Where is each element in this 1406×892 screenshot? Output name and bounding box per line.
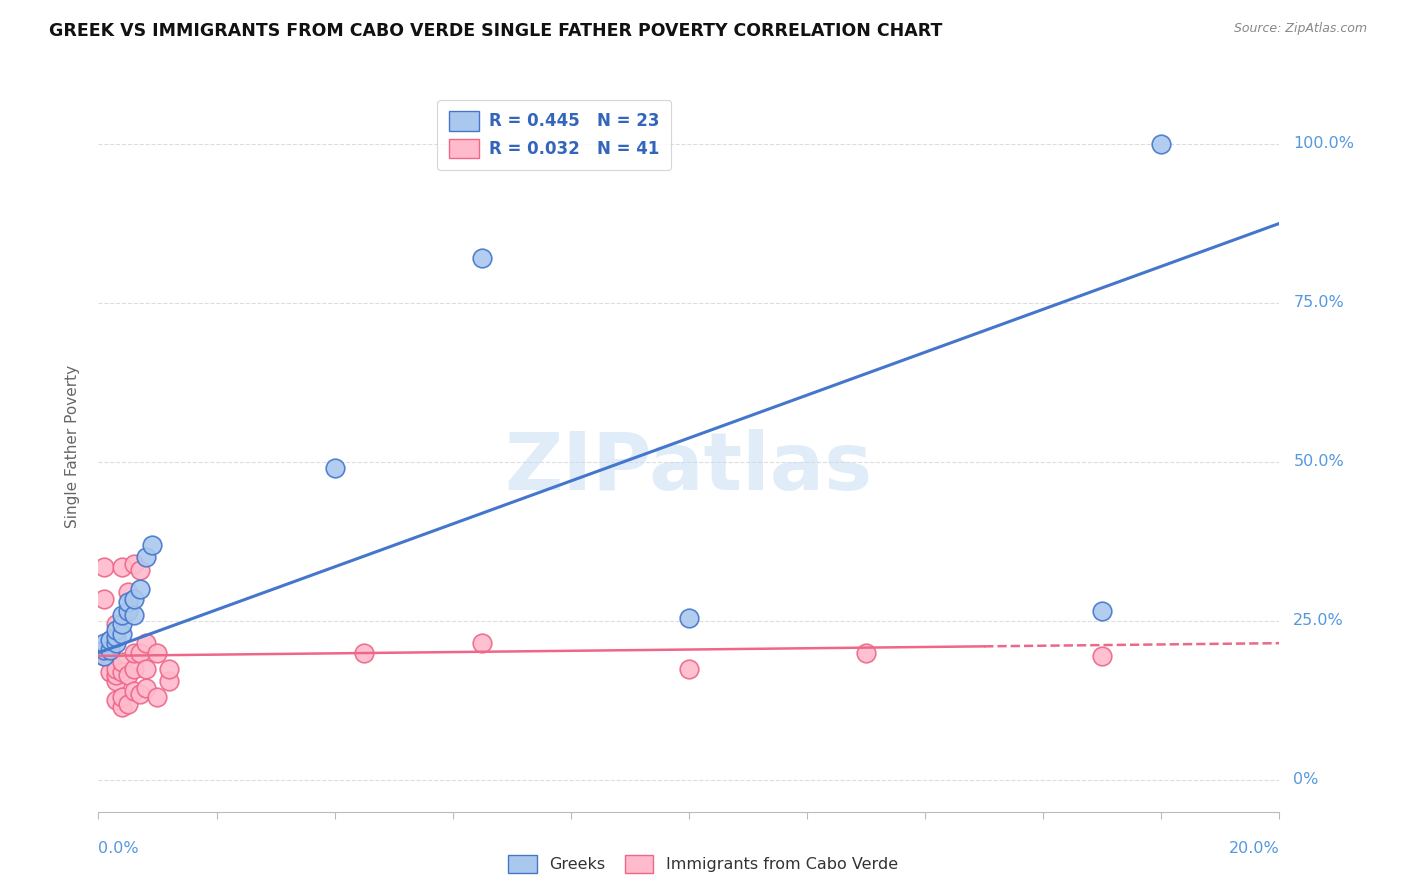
Point bbox=[111, 699, 134, 714]
Y-axis label: Single Father Poverty: Single Father Poverty bbox=[65, 365, 80, 527]
Text: 0%: 0% bbox=[1294, 772, 1319, 788]
Text: 0.0%: 0.0% bbox=[98, 841, 139, 856]
Point bbox=[146, 690, 169, 705]
Text: 75.0%: 75.0% bbox=[1294, 295, 1344, 310]
Point bbox=[98, 642, 121, 657]
Point bbox=[135, 636, 157, 650]
Point bbox=[105, 624, 128, 638]
Point bbox=[93, 648, 115, 663]
Point bbox=[117, 697, 139, 711]
Text: 100.0%: 100.0% bbox=[1294, 136, 1354, 152]
Point bbox=[98, 632, 121, 647]
Point bbox=[128, 582, 150, 596]
Point bbox=[128, 687, 150, 701]
Point bbox=[117, 668, 139, 682]
Point bbox=[98, 648, 121, 663]
Point bbox=[111, 626, 134, 640]
Point bbox=[93, 642, 115, 657]
Point bbox=[98, 636, 121, 650]
Point bbox=[117, 604, 139, 618]
Point bbox=[157, 674, 180, 689]
Point bbox=[111, 690, 134, 705]
Point bbox=[117, 585, 139, 599]
Point bbox=[105, 674, 128, 689]
Point bbox=[105, 668, 128, 682]
Point bbox=[105, 617, 128, 632]
Point bbox=[353, 646, 375, 660]
Point bbox=[157, 662, 180, 676]
Point bbox=[122, 662, 145, 676]
Point bbox=[1150, 136, 1173, 151]
Point bbox=[141, 538, 163, 552]
Point bbox=[678, 611, 700, 625]
Point bbox=[111, 617, 134, 632]
Point bbox=[855, 646, 877, 660]
Point bbox=[135, 681, 157, 695]
Point bbox=[105, 630, 128, 644]
Point bbox=[98, 632, 121, 647]
Point bbox=[98, 665, 121, 679]
Point bbox=[111, 655, 134, 669]
Legend: R = 0.445   N = 23, R = 0.032   N = 41: R = 0.445 N = 23, R = 0.032 N = 41 bbox=[437, 100, 671, 169]
Point bbox=[105, 693, 128, 707]
Point bbox=[122, 607, 145, 622]
Point bbox=[135, 662, 157, 676]
Point bbox=[105, 662, 128, 676]
Point bbox=[111, 607, 134, 622]
Point bbox=[93, 559, 115, 574]
Point bbox=[678, 662, 700, 676]
Point bbox=[93, 591, 115, 606]
Point bbox=[105, 636, 128, 650]
Point bbox=[323, 461, 346, 475]
Point bbox=[122, 684, 145, 698]
Point bbox=[93, 642, 115, 657]
Point bbox=[93, 648, 115, 663]
Text: Source: ZipAtlas.com: Source: ZipAtlas.com bbox=[1233, 22, 1367, 36]
Point bbox=[93, 636, 115, 650]
Text: ZIPatlas: ZIPatlas bbox=[505, 429, 873, 507]
Text: 25.0%: 25.0% bbox=[1294, 614, 1344, 628]
Legend: Greeks, Immigrants from Cabo Verde: Greeks, Immigrants from Cabo Verde bbox=[502, 848, 904, 880]
Point bbox=[122, 646, 145, 660]
Text: GREEK VS IMMIGRANTS FROM CABO VERDE SINGLE FATHER POVERTY CORRELATION CHART: GREEK VS IMMIGRANTS FROM CABO VERDE SING… bbox=[49, 22, 942, 40]
Point bbox=[122, 591, 145, 606]
Point bbox=[471, 636, 494, 650]
Point bbox=[111, 559, 134, 574]
Point bbox=[1091, 604, 1114, 618]
Point bbox=[128, 646, 150, 660]
Point bbox=[111, 665, 134, 679]
Point bbox=[471, 252, 494, 266]
Point bbox=[128, 563, 150, 577]
Point bbox=[135, 550, 157, 565]
Point bbox=[1091, 648, 1114, 663]
Point bbox=[93, 646, 115, 660]
Text: 50.0%: 50.0% bbox=[1294, 454, 1344, 469]
Point bbox=[146, 646, 169, 660]
Text: 20.0%: 20.0% bbox=[1229, 841, 1279, 856]
Point bbox=[122, 557, 145, 571]
Point bbox=[117, 595, 139, 609]
